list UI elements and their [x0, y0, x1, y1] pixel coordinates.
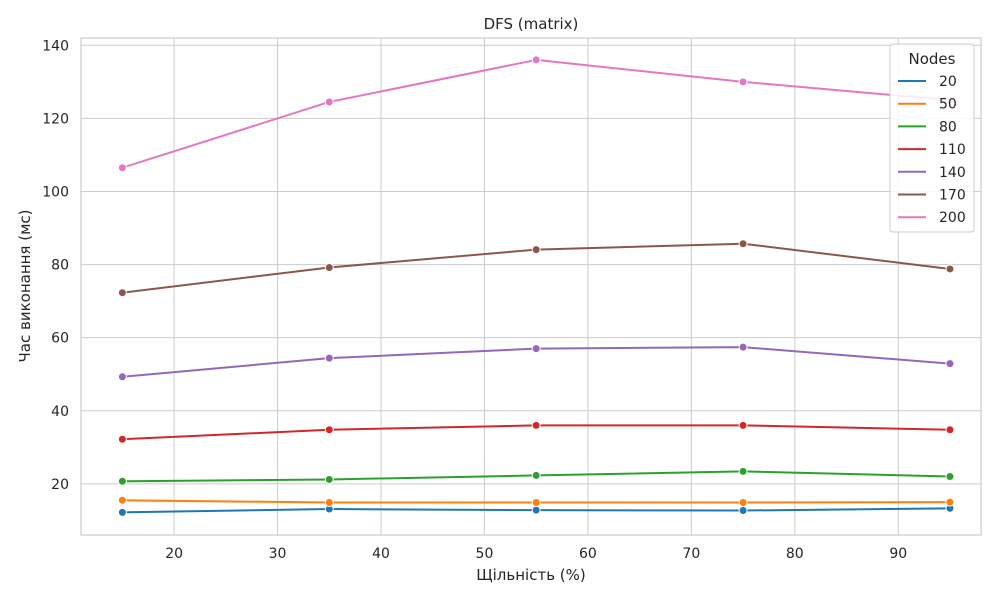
x-axis-ticks: 20 30 40 50 60 70 80 90 — [165, 546, 907, 562]
data-point — [117, 434, 127, 444]
y-tick-label: 40 — [51, 404, 69, 420]
data-point — [738, 420, 748, 430]
x-tick-label: 80 — [786, 546, 804, 562]
data-point — [324, 262, 334, 272]
data-point — [945, 264, 955, 274]
data-point — [117, 495, 127, 505]
legend-item-110: 110 — [898, 142, 966, 158]
y-tick-label: 120 — [42, 111, 69, 127]
data-point — [531, 55, 541, 65]
y-axis-title: Час виконання (мс) — [16, 210, 34, 363]
legend-item-170: 170 — [898, 188, 966, 204]
data-point — [324, 497, 334, 507]
data-point — [738, 239, 748, 249]
legend-label: 170 — [939, 188, 966, 204]
chart-title: DFS (matrix) — [484, 15, 579, 33]
x-tick-label: 40 — [372, 546, 390, 562]
legend-item-50: 50 — [898, 97, 957, 113]
x-tick-label: 30 — [269, 546, 287, 562]
data-point — [738, 342, 748, 352]
data-point — [531, 344, 541, 354]
x-tick-label: 20 — [165, 546, 183, 562]
y-tick-label: 80 — [51, 258, 69, 274]
data-point — [531, 505, 541, 515]
series-140 — [117, 342, 955, 382]
legend-label: 200 — [939, 210, 966, 226]
data-point — [531, 497, 541, 507]
series-50 — [117, 495, 955, 507]
data-point — [945, 497, 955, 507]
data-point — [324, 353, 334, 363]
plot-area-frame — [80, 37, 982, 536]
legend-label: 20 — [939, 74, 957, 90]
x-tick-label: 70 — [682, 546, 700, 562]
legend-item-80: 80 — [898, 119, 957, 135]
legend-box — [889, 43, 975, 233]
series-200 — [117, 55, 955, 173]
legend-item-140: 140 — [898, 165, 966, 181]
legend: Nodes 20 50 80 110 140 170 200 — [889, 43, 975, 233]
data-point — [324, 97, 334, 107]
data-point — [324, 425, 334, 435]
data-point — [945, 359, 955, 369]
y-axis-ticks: 20 40 60 80 100 120 140 — [42, 38, 69, 493]
data-point — [738, 466, 748, 476]
series-lines — [117, 55, 955, 517]
data-point — [117, 476, 127, 486]
data-point — [945, 472, 955, 482]
y-tick-label: 100 — [42, 184, 69, 200]
data-point — [117, 372, 127, 382]
series-line — [122, 58, 951, 169]
legend-item-200: 200 — [898, 210, 966, 226]
x-tick-label: 90 — [889, 546, 907, 562]
data-point — [324, 474, 334, 484]
legend-item-20: 20 — [898, 74, 957, 90]
grid — [81, 38, 981, 535]
data-point — [117, 288, 127, 298]
legend-label: 80 — [939, 119, 957, 135]
legend-title: Nodes — [909, 50, 956, 68]
series-110 — [117, 420, 955, 444]
data-point — [531, 420, 541, 430]
y-tick-label: 60 — [51, 331, 69, 347]
data-point — [945, 425, 955, 435]
legend-items: 20 50 80 110 140 170 200 — [898, 74, 966, 226]
data-point — [738, 506, 748, 516]
legend-label: 50 — [939, 97, 957, 113]
series-170 — [117, 239, 955, 298]
x-tick-label: 60 — [579, 546, 597, 562]
data-point — [531, 245, 541, 255]
y-tick-label: 20 — [51, 477, 69, 493]
x-axis-title: Щільність (%) — [476, 566, 586, 584]
data-point — [738, 497, 748, 507]
data-point — [117, 163, 127, 173]
data-point — [738, 77, 748, 87]
y-tick-label: 140 — [42, 38, 69, 54]
x-tick-label: 50 — [476, 546, 494, 562]
data-point — [531, 470, 541, 480]
data-point — [117, 507, 127, 517]
legend-label: 140 — [939, 165, 966, 181]
series-80 — [117, 466, 955, 486]
legend-label: 110 — [939, 142, 966, 158]
